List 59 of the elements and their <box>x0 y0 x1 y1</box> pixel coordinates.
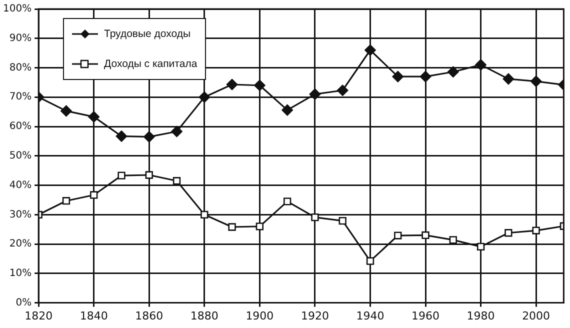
point <box>254 80 266 92</box>
point <box>366 257 374 265</box>
point <box>394 232 402 240</box>
y-tick-label: 80% <box>9 62 32 74</box>
y-tick-label: 20% <box>9 238 32 250</box>
y-tick-label: 90% <box>9 32 32 44</box>
x-tick-label: 1960 <box>412 309 440 322</box>
point <box>309 88 321 100</box>
point <box>198 91 210 103</box>
x-tick-label: 1840 <box>80 309 108 322</box>
point <box>145 171 153 179</box>
x-tick-label: 1980 <box>466 309 495 322</box>
y-tick-label: 60% <box>9 121 32 132</box>
point <box>449 236 457 244</box>
point <box>530 76 542 87</box>
y-tick-label: 50% <box>9 150 32 162</box>
point <box>364 44 376 56</box>
y-tick-label: 10% <box>9 268 32 280</box>
point <box>143 131 155 142</box>
point <box>283 198 292 206</box>
point <box>200 210 208 218</box>
x-tick-label: 1880 <box>190 309 218 322</box>
y-tick-label: 0% <box>16 297 32 308</box>
point <box>392 70 404 82</box>
point <box>60 105 72 117</box>
x-tick-label: 1820 <box>24 309 53 322</box>
point <box>504 229 512 237</box>
point <box>420 70 432 82</box>
x-tick-label: 1920 <box>300 309 329 322</box>
point <box>226 78 238 90</box>
point <box>62 197 70 205</box>
point <box>228 223 236 231</box>
point <box>448 66 459 78</box>
point <box>116 130 128 142</box>
point <box>256 222 264 230</box>
point <box>338 217 346 225</box>
point <box>336 84 348 96</box>
legend-label: Доходы с капитала <box>104 58 198 70</box>
x-tick-label: 2000 <box>522 309 550 322</box>
legend-label: Трудовые доходы <box>104 28 191 40</box>
point <box>118 172 126 180</box>
point <box>502 73 514 85</box>
y-tick-label: 40% <box>9 180 32 191</box>
point <box>422 231 430 240</box>
point <box>90 191 98 199</box>
x-tick-label: 1940 <box>356 309 384 322</box>
point <box>475 59 486 70</box>
point <box>532 226 540 234</box>
point <box>88 111 100 122</box>
y-tick-label: 30% <box>9 209 32 220</box>
x-tick-label: 1860 <box>135 309 164 322</box>
point <box>476 242 485 251</box>
point <box>311 213 319 222</box>
y-tick-label: 70% <box>9 92 32 103</box>
x-tick-label: 1900 <box>246 309 274 322</box>
point <box>172 177 181 185</box>
y-tick-label: 100% <box>2 4 32 15</box>
point <box>282 104 293 116</box>
point <box>171 126 182 138</box>
